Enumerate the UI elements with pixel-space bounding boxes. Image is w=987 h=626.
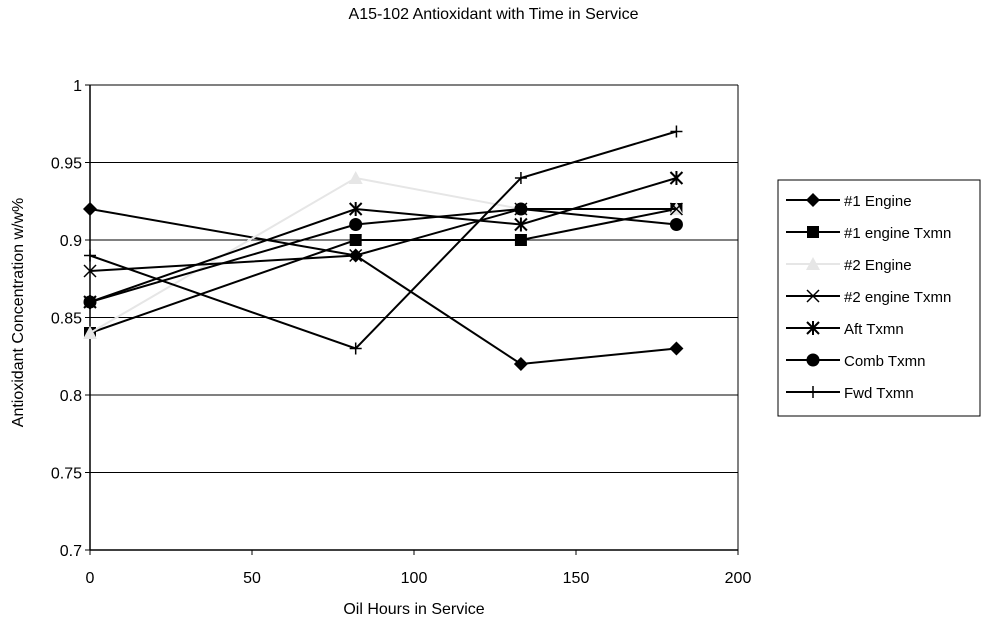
legend-item: #1 Engine xyxy=(786,193,912,210)
chart-title: A15-102 Antioxidant with Time in Service xyxy=(348,6,639,23)
legend-item: Aft Txmn xyxy=(786,321,904,338)
circle-marker xyxy=(349,218,363,231)
diamond-marker xyxy=(669,341,684,356)
diamond-marker xyxy=(806,193,820,207)
series-line xyxy=(89,208,677,366)
x-tick-label: 50 xyxy=(243,570,261,587)
legend-item: Comb Txmn xyxy=(786,353,925,370)
x-tick-label: 100 xyxy=(401,570,428,587)
legend-label: #1 engine Txmn xyxy=(844,225,951,242)
legend-item: #1 engine Txmn xyxy=(786,225,951,242)
series-1-engine xyxy=(83,202,684,371)
legend-item: #2 engine Txmn xyxy=(786,289,951,306)
legend-item: #2 Engine xyxy=(786,257,912,274)
x-marker xyxy=(669,202,683,216)
circle-marker xyxy=(83,295,97,309)
square-marker xyxy=(349,234,362,246)
series-fwd-txmn xyxy=(84,125,683,355)
axes xyxy=(85,84,739,555)
legend-label: Comb Txmn xyxy=(844,353,925,370)
legend-label: #1 Engine xyxy=(844,193,912,210)
plus-marker xyxy=(514,172,527,184)
y-tick-label: 0.8 xyxy=(60,388,82,405)
asterisk-marker xyxy=(348,202,363,216)
legend-item: Fwd Txmn xyxy=(786,385,914,402)
legend-label: Aft Txmn xyxy=(844,321,904,338)
x-tick-label: 200 xyxy=(725,570,752,587)
y-tick-label: 0.7 xyxy=(60,543,82,560)
x-marker xyxy=(349,248,363,263)
x-axis-title: Oil Hours in Service xyxy=(343,601,484,618)
triangle-marker xyxy=(806,257,820,270)
x-tick-label: 150 xyxy=(563,570,590,587)
tick-labels: 0.7 0.75 0.8 0.85 0.9 0.95 1 0 50 100 150 200 xyxy=(51,78,752,587)
series-line xyxy=(89,207,677,303)
circle-marker xyxy=(669,218,683,231)
square-marker xyxy=(514,234,527,246)
x-marker xyxy=(806,289,820,303)
x-marker-stroke xyxy=(83,264,97,278)
legend-label: #2 engine Txmn xyxy=(844,289,951,306)
series-lines xyxy=(83,125,684,371)
series-line xyxy=(89,208,677,334)
series-line xyxy=(89,176,677,334)
x-marker-stroke xyxy=(349,248,363,263)
y-tick-label: 0.9 xyxy=(60,233,82,250)
y-tick-label: 0.85 xyxy=(51,311,82,328)
legend: #1 Engine #1 engine Txmn #2 Engine #2 engin… xyxy=(777,179,981,417)
asterisk-marker xyxy=(669,171,684,185)
x-marker-stroke xyxy=(806,289,820,303)
asterisk-marker xyxy=(514,217,528,232)
diamond-marker xyxy=(513,357,528,371)
legend-label: #2 Engine xyxy=(844,257,912,274)
series-comb-txmn xyxy=(83,202,683,309)
y-axis-title: Antioxidant Concentration w/w% xyxy=(10,198,27,427)
square-marker xyxy=(807,226,819,238)
circle-marker xyxy=(514,202,528,216)
y-tick-label: 0.95 xyxy=(51,156,82,173)
legend-label: Fwd Txmn xyxy=(844,385,914,402)
circle-marker xyxy=(806,353,820,367)
plus-marker xyxy=(349,342,362,355)
x-marker-stroke xyxy=(669,202,683,216)
series-2-engine xyxy=(83,171,684,339)
x-marker xyxy=(83,264,97,278)
asterisk-marker xyxy=(806,321,820,335)
plus-marker xyxy=(807,386,819,398)
series-line xyxy=(89,130,677,350)
triangle-marker xyxy=(348,171,363,184)
y-tick-label: 1 xyxy=(73,78,82,95)
y-tick-label: 0.75 xyxy=(51,466,82,483)
plus-marker xyxy=(84,249,96,262)
diamond-marker xyxy=(83,202,97,216)
plus-marker xyxy=(670,125,683,138)
triangle-marker xyxy=(83,326,97,339)
x-tick-label: 0 xyxy=(86,570,95,587)
